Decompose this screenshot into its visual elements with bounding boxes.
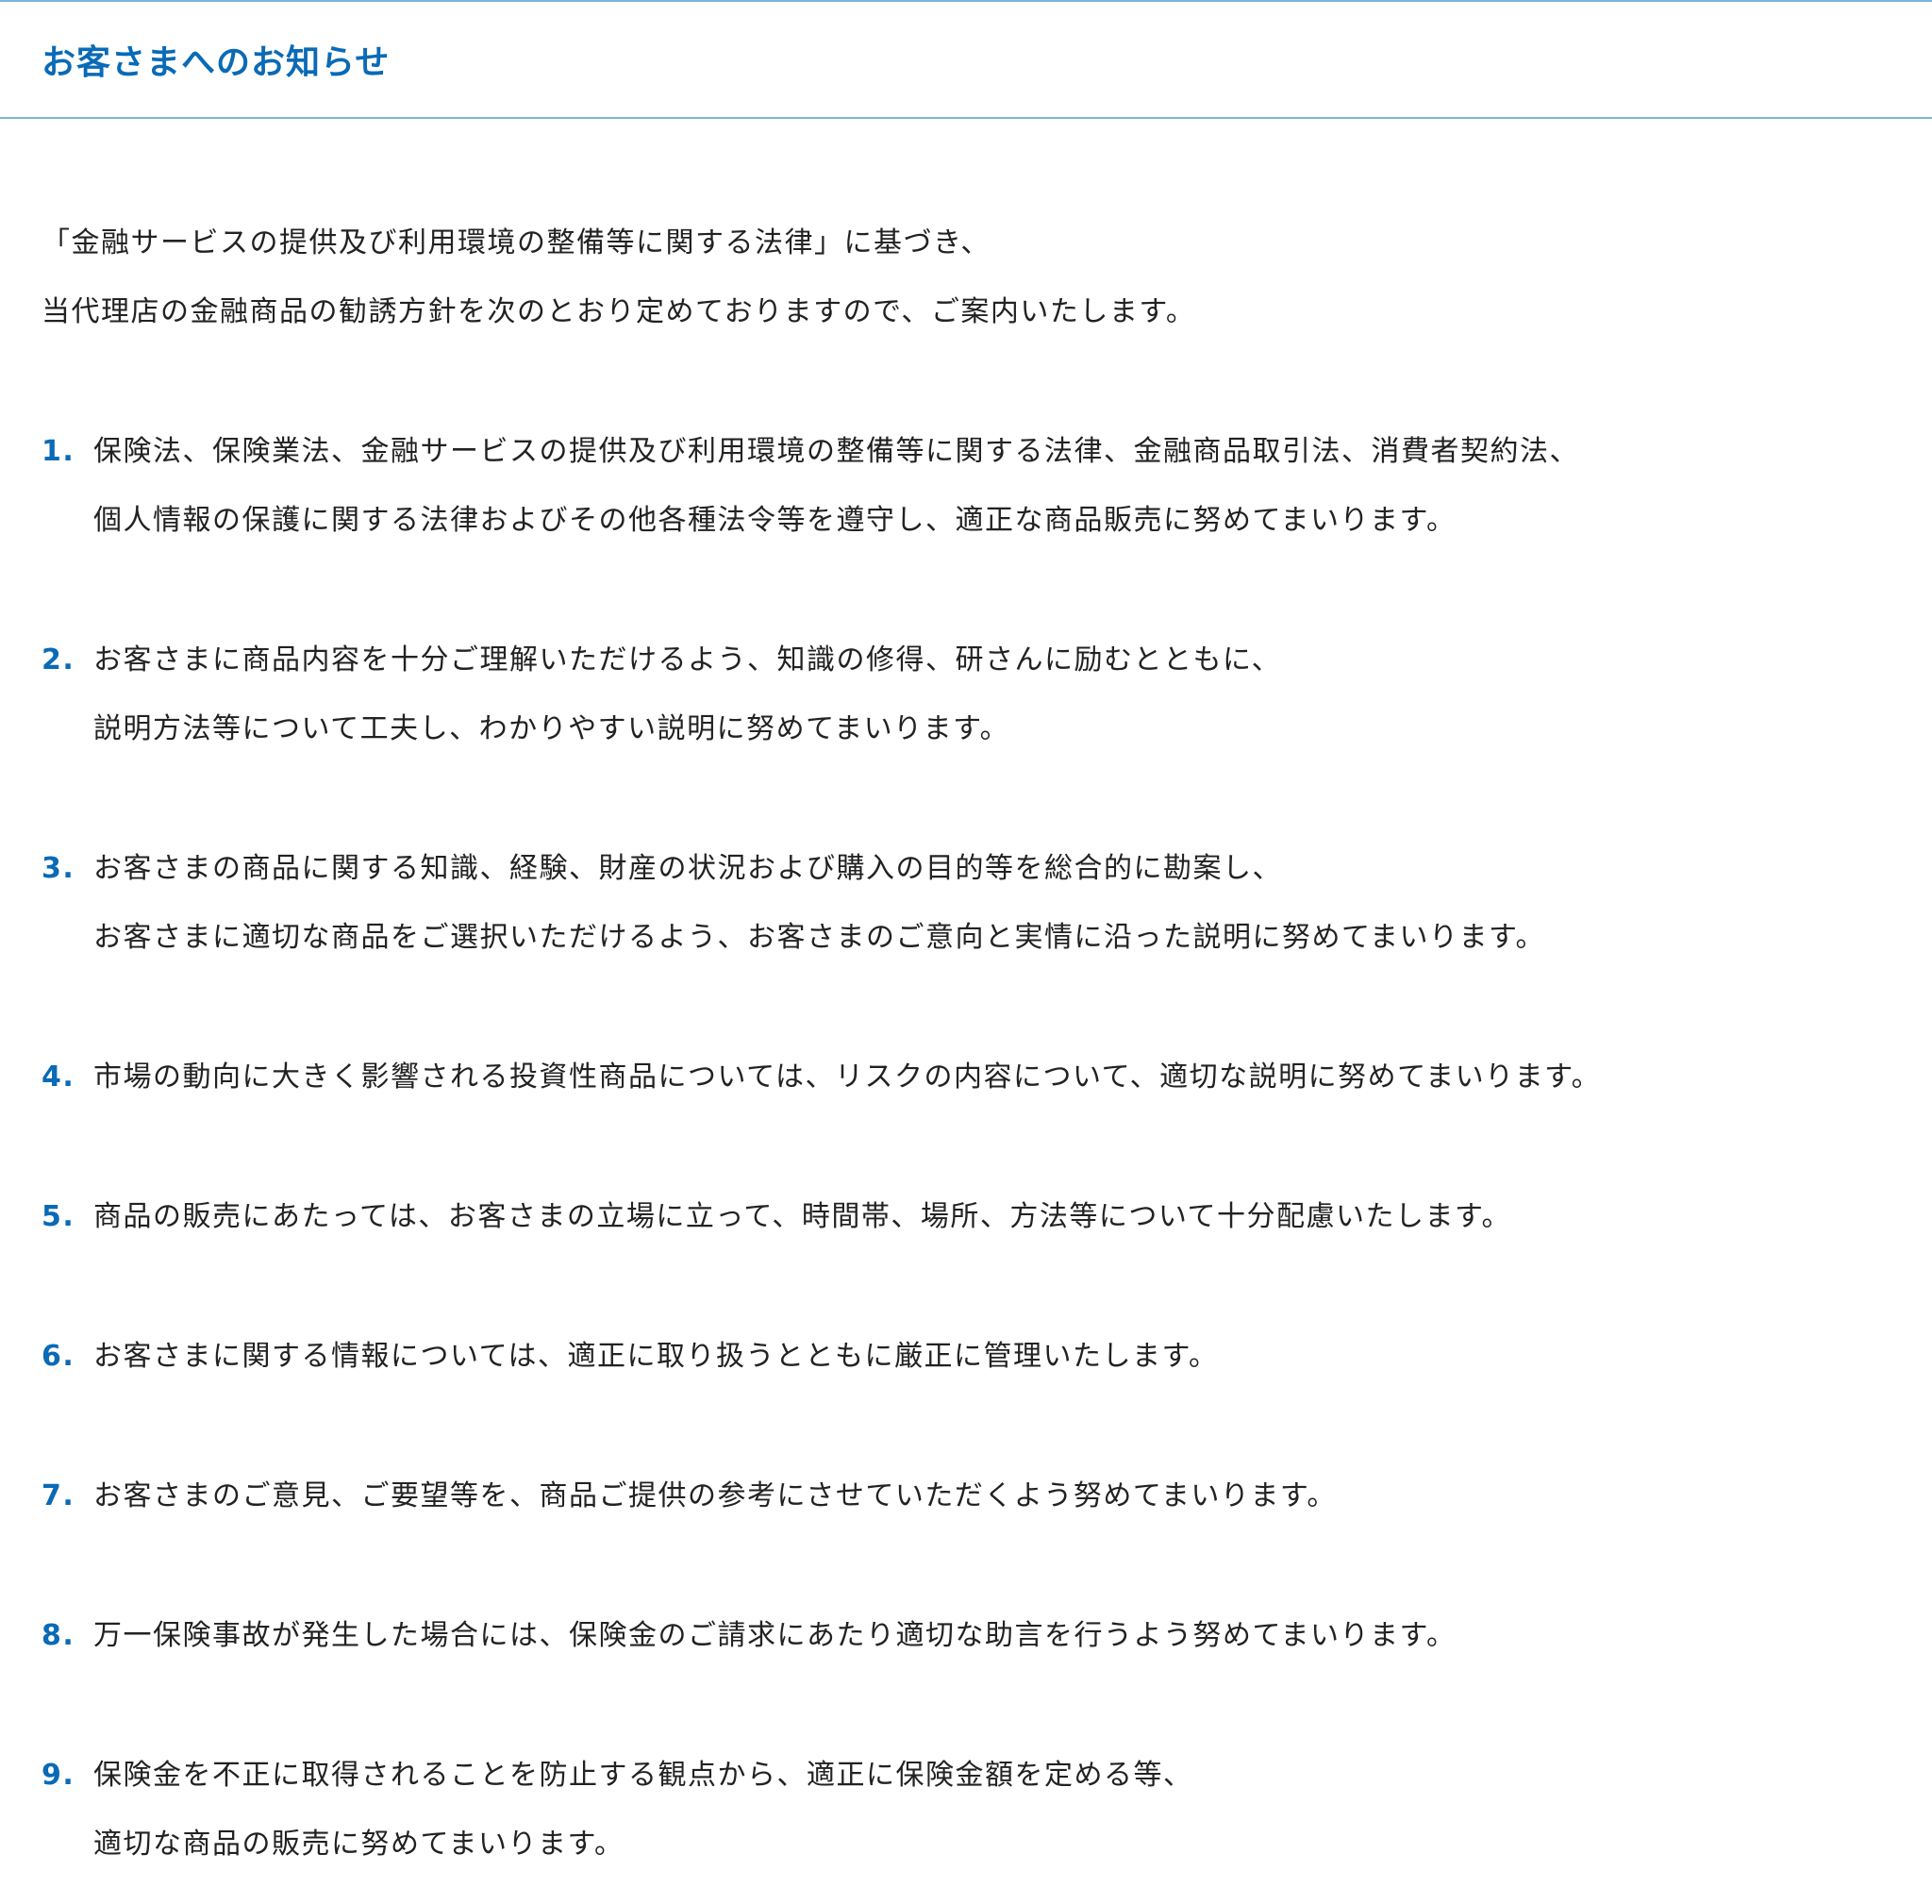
policy-item-line: 個人情報の保護に関する法律およびその他各種法令等を遵守し、適正な商品販売に努めて…: [93, 504, 1457, 537]
policy-item-number: 2.: [42, 643, 75, 676]
policy-item-text: 市場の動向に大きく影響される投資性商品については、リスクの内容について、適切な説…: [93, 1043, 1601, 1111]
policy-item-text: お客さまのご意見、ご要望等を、商品ご提供の参考にさせていただくよう努めてまいりま…: [93, 1461, 1337, 1530]
policy-item-number: 8.: [42, 1619, 75, 1652]
policy-item-line: 説明方法等について工夫し、わかりやすい説明に努めてまいります。: [93, 712, 1010, 745]
intro-line: 「金融サービスの提供及び利用環境の整備等に関する法律」に基づき、: [42, 226, 991, 259]
policy-item-line: 保険法、保険業法、金融サービスの提供及び利用環境の整備等に関する法律、金融商品取…: [93, 435, 1579, 468]
policy-item-line: お客さまに関する情報については、適正に取り扱うとともに厳正に管理いたします。: [93, 1340, 1219, 1373]
policy-list: 1. 保険法、保険業法、金融サービスの提供及び利用環境の整備等に関する法律、金融商…: [42, 417, 1890, 1879]
policy-item-line: 万一保険事故が発生した場合には、保険金のご請求にあたり適切な助言を行うよう努めて…: [93, 1619, 1457, 1652]
policy-item-text: お客さまに関する情報については、適正に取り扱うとともに厳正に管理いたします。: [93, 1322, 1219, 1391]
policy-item-text: 保険金を不正に取得されることを防止する観点から、適正に保険金額を定める等、 適切な…: [93, 1741, 1193, 1879]
policy-item-number: 1.: [42, 435, 75, 468]
policy-item-number: 3.: [42, 852, 75, 885]
policy-item-line: 適切な商品の販売に努めてまいります。: [93, 1828, 625, 1861]
policy-item: 9. 保険金を不正に取得されることを防止する観点から、適正に保険金額を定める等、適…: [42, 1741, 1890, 1879]
policy-item-number: 6.: [42, 1340, 75, 1373]
policy-item: 6. お客さまに関する情報については、適正に取り扱うとともに厳正に管理いたします。: [42, 1322, 1890, 1391]
notice-header: お客さまへのお知らせ: [0, 0, 1932, 119]
policy-item: 4. 市場の動向に大きく影響される投資性商品については、リスクの内容について、適切…: [42, 1043, 1890, 1111]
policy-item-text: 商品の販売にあたっては、お客さまの立場に立って、時間帯、場所、方法等について十分…: [93, 1182, 1511, 1251]
intro-line: 当代理店の金融商品の勧誘方針を次のとおり定めておりますので、ご案内いたします。: [42, 295, 1196, 328]
policy-item-number: 9.: [42, 1759, 75, 1792]
notice-body: 「金融サービスの提供及び利用環境の整備等に関する法律」に基づき、 当代理店の金融…: [0, 119, 1932, 1879]
policy-item-line: お客さまに適切な商品をご選択いただけるよう、お客さまのご意向と実情に沿った説明に…: [93, 921, 1545, 954]
policy-item-number: 5.: [42, 1200, 75, 1233]
policy-item-number: 7.: [42, 1479, 75, 1512]
policy-item: 1. 保険法、保険業法、金融サービスの提供及び利用環境の整備等に関する法律、金融商…: [42, 417, 1890, 555]
policy-item-text: お客さまの商品に関する知識、経験、財産の状況および購入の目的等を総合的に勘案し、…: [93, 834, 1545, 972]
intro-text: 「金融サービスの提供及び利用環境の整備等に関する法律」に基づき、 当代理店の金融…: [42, 119, 1890, 346]
policy-item-text: お客さまに商品内容を十分ご理解いただけるよう、知識の修得、研さんに励むとともに、…: [93, 626, 1281, 763]
policy-item-number: 4.: [42, 1061, 75, 1094]
policy-item-line: 商品の販売にあたっては、お客さまの立場に立って、時間帯、場所、方法等について十分…: [93, 1200, 1511, 1233]
policy-item-line: お客さまの商品に関する知識、経験、財産の状況および購入の目的等を総合的に勘案し、: [93, 852, 1282, 885]
policy-item: 2. お客さまに商品内容を十分ご理解いただけるよう、知識の修得、研さんに励むととも…: [42, 626, 1890, 763]
policy-item-line: 市場の動向に大きく影響される投資性商品については、リスクの内容について、適切な説…: [93, 1061, 1602, 1094]
policy-item: 7. お客さまのご意見、ご要望等を、商品ご提供の参考にさせていただくよう努めてまい…: [42, 1461, 1890, 1530]
policy-item: 8. 万一保険事故が発生した場合には、保険金のご請求にあたり適切な助言を行うよう努…: [42, 1601, 1890, 1670]
policy-item-line: 保険金を不正に取得されることを防止する観点から、適正に保険金額を定める等、: [93, 1759, 1193, 1792]
policy-item: 3. お客さまの商品に関する知識、経験、財産の状況および購入の目的等を総合的に勘案…: [42, 834, 1890, 972]
policy-item-text: 保険法、保険業法、金融サービスの提供及び利用環境の整備等に関する法律、金融商品取…: [93, 417, 1579, 555]
policy-item-line: お客さまのご意見、ご要望等を、商品ご提供の参考にさせていただくよう努めてまいりま…: [93, 1479, 1337, 1512]
policy-item: 5. 商品の販売にあたっては、お客さまの立場に立って、時間帯、場所、方法等について…: [42, 1182, 1890, 1251]
policy-item-line: お客さまに商品内容を十分ご理解いただけるよう、知識の修得、研さんに励むとともに、: [93, 643, 1282, 676]
policy-item-text: 万一保険事故が発生した場合には、保険金のご請求にあたり適切な助言を行うよう努めて…: [93, 1601, 1457, 1670]
page-title: お客さまへのお知らせ: [42, 43, 391, 82]
